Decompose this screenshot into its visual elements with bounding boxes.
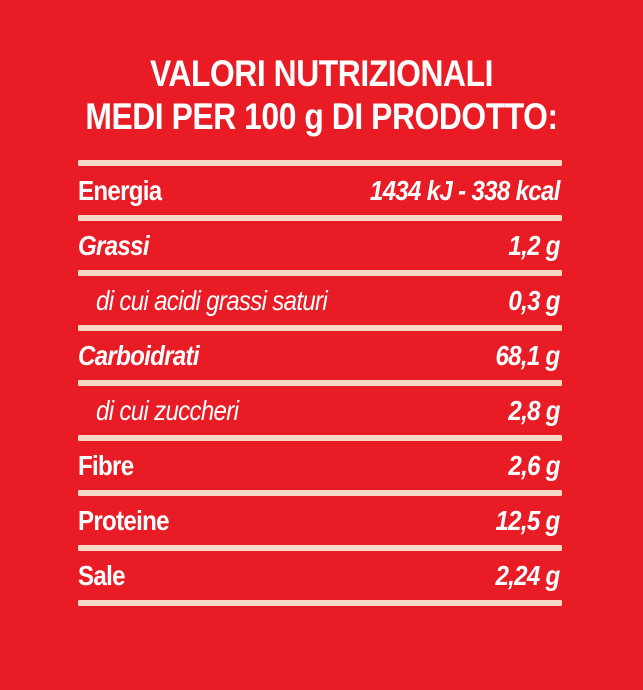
nutrition-row-grassi-saturi: di cui acidi grassi saturi 0,3 g	[78, 276, 562, 325]
table-divider	[78, 270, 562, 276]
nutrient-label: Fibre	[78, 450, 134, 481]
nutrient-label: Sale	[78, 560, 125, 591]
nutrition-title: VALORI NUTRIZIONALI MEDI PER 100 g DI PR…	[45, 52, 598, 138]
nutrition-title-line-2: MEDI PER 100 g DI PRODOTTO:	[85, 96, 558, 137]
table-divider	[78, 600, 562, 606]
nutrient-label: Proteine	[78, 505, 170, 536]
nutrition-row-carboidrati: Carboidrati 68,1 g	[78, 331, 562, 380]
nutrient-value: 2,24 g	[495, 560, 561, 591]
nutrition-title-line-1: VALORI NUTRIZIONALI	[149, 53, 494, 94]
nutrition-row-grassi: Grassi 1,2 g	[78, 221, 562, 270]
table-divider	[78, 435, 562, 441]
nutrient-label: Carboidrati	[78, 340, 200, 371]
table-divider	[78, 215, 562, 221]
nutrition-row-energia: Energia 1434 kJ - 338 kcal	[78, 166, 562, 215]
nutrient-label: di cui acidi grassi saturi	[96, 285, 328, 316]
nutrition-row-sale: Sale 2,24 g	[78, 551, 562, 600]
nutrient-label: Grassi	[78, 230, 150, 261]
nutrition-row-fibre: Fibre 2,6 g	[78, 441, 562, 490]
nutrient-value: 1,2 g	[508, 230, 561, 261]
nutrient-value: 2,6 g	[508, 450, 561, 481]
table-divider	[78, 325, 562, 331]
table-divider	[78, 490, 562, 496]
nutrient-value: 1434 kJ - 338 kcal	[370, 175, 560, 206]
nutrition-table: Energia 1434 kJ - 338 kcal Grassi 1,2 g …	[78, 160, 562, 606]
nutrient-label: di cui zuccheri	[96, 395, 239, 426]
nutrient-value: 12,5 g	[495, 505, 561, 536]
table-divider	[78, 160, 562, 166]
nutrition-row-proteine: Proteine 12,5 g	[78, 496, 562, 545]
nutrient-value: 2,8 g	[508, 395, 561, 426]
table-divider	[78, 380, 562, 386]
nutrient-value: 0,3 g	[508, 285, 561, 316]
nutrient-value: 68,1 g	[495, 340, 561, 371]
table-divider	[78, 545, 562, 551]
nutrition-row-zuccheri: di cui zuccheri 2,8 g	[78, 386, 562, 435]
nutrient-label: Energia	[78, 175, 162, 206]
